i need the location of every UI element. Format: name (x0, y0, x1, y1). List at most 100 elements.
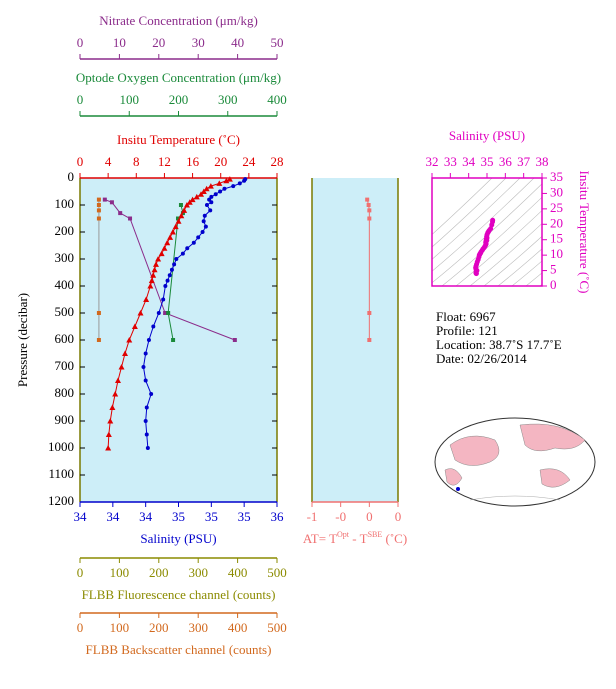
marker (367, 338, 372, 342)
x-tick-label: 0 (77, 92, 84, 107)
marker (143, 351, 148, 356)
x-tick-label: 500 (267, 620, 287, 635)
marker (151, 324, 156, 329)
marker (204, 203, 209, 207)
x-tick-label: 0 (366, 509, 373, 524)
x-axis-label-part: - T (349, 531, 368, 546)
marker (143, 378, 148, 383)
y-tick-label: 0 (68, 169, 75, 184)
marker (242, 178, 247, 183)
marker (208, 208, 213, 213)
marker (164, 239, 171, 246)
marker (161, 297, 166, 302)
marker (213, 192, 218, 197)
marker (207, 197, 212, 202)
y-tick-label: 1000 (48, 439, 74, 454)
marker (191, 240, 196, 245)
x-tick-label: 0 (77, 565, 84, 580)
marker (163, 311, 168, 315)
x-tick-label: 4 (105, 154, 112, 169)
x-tick-label: 500 (267, 565, 287, 580)
x-tick-label: 300 (188, 565, 208, 580)
x-tick-label: 34 (139, 509, 153, 524)
marker (158, 250, 165, 257)
marker (166, 311, 171, 315)
marker (151, 266, 158, 273)
marker (148, 277, 155, 284)
x-tick-label: 32 (426, 154, 439, 169)
density-contour (525, 272, 542, 286)
marker (156, 311, 161, 315)
x-tick-label: 28 (271, 154, 284, 169)
x-tick-label: 30 (192, 35, 205, 50)
marker (128, 216, 133, 221)
y-tick-label: 1100 (48, 466, 74, 481)
x-tick-label: -0 (335, 509, 346, 524)
marker (107, 418, 114, 424)
marker (143, 419, 148, 423)
density-contour (432, 178, 493, 235)
marker (367, 216, 372, 221)
info-line: Location: 38.7˚S 17.7˚E (436, 337, 562, 352)
marker (226, 176, 233, 182)
info-line: Date: 02/26/2014 (436, 351, 527, 366)
marker (109, 200, 114, 205)
x-axis-label-part: Opt (337, 530, 350, 539)
marker (109, 404, 116, 410)
y-tick-label: 400 (55, 277, 75, 292)
marker (126, 337, 133, 343)
marker (96, 203, 101, 207)
x-tick-label: 20 (214, 154, 227, 169)
marker (366, 203, 371, 207)
x-tick-label: 40 (231, 35, 244, 50)
marker (180, 251, 185, 256)
x-tick-label: 200 (169, 92, 189, 107)
x-tick-label: 35 (481, 154, 494, 169)
x-tick-label: 100 (110, 565, 130, 580)
marker (232, 338, 237, 342)
x-tick-label: 50 (271, 35, 284, 50)
marker (144, 405, 149, 410)
x-tick-label: 0 (77, 154, 84, 169)
marker (201, 219, 206, 224)
y-tick-label: 10 (550, 246, 563, 261)
marker (144, 432, 149, 437)
marker (209, 194, 214, 199)
marker (143, 296, 150, 302)
x-tick-label: 34 (74, 509, 88, 524)
marker (203, 185, 210, 192)
y-tick-label: 25 (550, 200, 563, 215)
marker (237, 181, 242, 186)
marker (114, 377, 121, 383)
y-tick-label: 1200 (48, 493, 74, 508)
marker (171, 338, 176, 342)
plot-area (312, 178, 398, 502)
marker (161, 245, 168, 251)
marker (150, 272, 157, 278)
marker (222, 186, 227, 191)
marker (167, 273, 172, 278)
y-tick-label: 900 (55, 412, 75, 427)
globe (434, 417, 596, 507)
marker (176, 216, 181, 221)
density-contour (432, 183, 542, 284)
y-tick-label: 200 (55, 223, 75, 238)
density-contour (432, 178, 521, 260)
marker (118, 364, 125, 370)
x-tick-label: 400 (267, 92, 287, 107)
y-tick-label: 500 (55, 304, 75, 319)
x-axis-label: Insitu Temperature (˚C) (117, 132, 240, 147)
marker (186, 199, 193, 205)
marker (137, 310, 144, 316)
marker (175, 218, 182, 224)
marker (223, 177, 230, 184)
x-tick-label: 300 (218, 92, 238, 107)
x-tick-label: 36 (271, 509, 285, 524)
marker (198, 191, 205, 197)
marker (105, 431, 112, 437)
y-tick-label: 300 (55, 250, 75, 265)
x-tick-label: 34 (462, 154, 476, 169)
y-axis-label: Insitu Temperature (˚C) (577, 170, 592, 293)
x-tick-label: 38 (536, 154, 549, 169)
x-axis-label: FLBB Backscatter channel (counts) (86, 642, 272, 657)
